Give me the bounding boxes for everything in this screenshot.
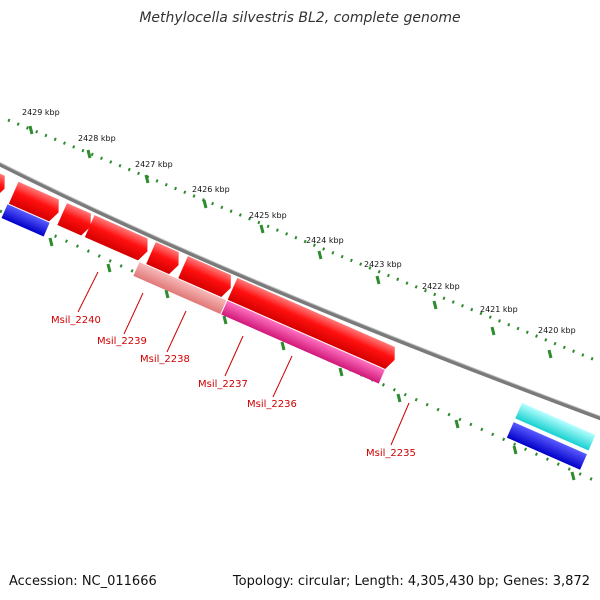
- gene-label[interactable]: Msil_2237: [198, 379, 248, 390]
- genome-title: Methylocella silvestris BL2, complete ge…: [139, 10, 461, 26]
- genome-backbone-highlight: [0, 161, 600, 417]
- gene-feature[interactable]: [515, 402, 596, 451]
- ruler-label: 2426 kbp: [192, 185, 230, 194]
- gene-feature[interactable]: [221, 300, 385, 384]
- genome-summary-text: Topology: circular; Length: 4,305,430 bp…: [232, 574, 590, 589]
- gene-label[interactable]: Msil_2239: [97, 336, 147, 347]
- inner-ring-ticks: [48, 237, 576, 481]
- ruler-label: 2427 kbp: [135, 160, 173, 169]
- accession-text: Accession: NC_011666: [9, 574, 157, 589]
- gene-feature[interactable]: [133, 262, 227, 315]
- ruler-label: 2424 kbp: [306, 236, 344, 245]
- ruler-label: 2422 kbp: [422, 282, 460, 291]
- gene-label[interactable]: Msil_2236: [247, 399, 297, 410]
- ruler-label: 2428 kbp: [78, 134, 116, 143]
- gene-label[interactable]: Msil_2240: [51, 315, 101, 326]
- gene-feature[interactable]: [57, 203, 95, 237]
- gene-feature[interactable]: [84, 215, 152, 262]
- gene-label[interactable]: Msil_2238: [140, 354, 190, 365]
- ruler-label: 2425 kbp: [249, 211, 287, 220]
- gene-track: [0, 144, 596, 470]
- gene-leader-lines: [77, 271, 410, 446]
- ruler-label: 2429 kbp: [22, 108, 60, 117]
- ruler-label: 2421 kbp: [480, 305, 518, 314]
- ruler-label: 2420 kbp: [538, 326, 576, 335]
- gene-feature[interactable]: [178, 256, 235, 299]
- ruler-label: 2423 kbp: [364, 260, 402, 269]
- inner-dotted-line: [0, 209, 600, 485]
- genome-backbone: [0, 162, 600, 421]
- gene-feature[interactable]: [8, 181, 64, 224]
- gene-label[interactable]: Msil_2235: [366, 448, 416, 459]
- gene-feature[interactable]: [1, 204, 50, 237]
- gene-feature[interactable]: [227, 277, 400, 371]
- gene-feature[interactable]: [506, 422, 587, 470]
- gene-feature[interactable]: [0, 144, 9, 200]
- ruler-major-ticks: [28, 125, 553, 359]
- gene-feature[interactable]: [146, 242, 183, 276]
